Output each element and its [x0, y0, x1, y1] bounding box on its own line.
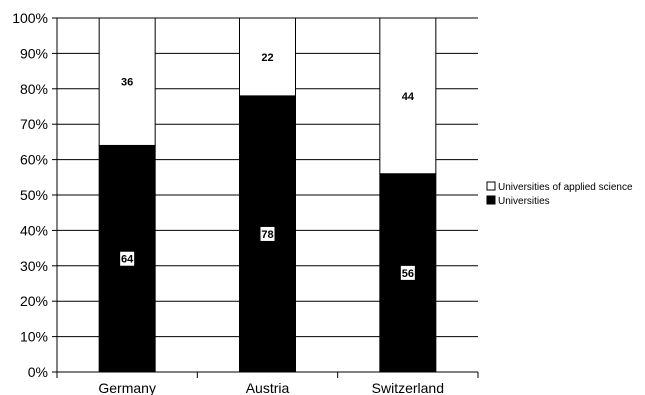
bar-segment — [239, 17, 296, 97]
y-tick-label: 30% — [20, 258, 48, 274]
data-labels: 64 36 78 22 56 44 — [120, 52, 415, 280]
x-tick-labels: Germany Austria Switzerland — [98, 380, 444, 395]
y-tick-label: 10% — [20, 329, 48, 345]
x-tick-label: Austria — [246, 380, 290, 395]
legend-entry: Universities of applied science — [498, 182, 633, 193]
data-label: 44 — [402, 91, 415, 103]
legend: Universities of applied science Universit… — [486, 181, 633, 207]
data-label: 78 — [261, 229, 273, 241]
data-label: 64 — [121, 254, 134, 266]
legend-swatch — [486, 181, 496, 191]
bar-segment — [98, 17, 156, 146]
y-tick-label: 100% — [12, 10, 48, 26]
legend-swatch — [486, 195, 496, 205]
axes — [52, 17, 479, 378]
x-tick-label: Switzerland — [372, 380, 444, 395]
data-label: 36 — [121, 77, 133, 89]
y-tick-labels: 0% 10% 20% 30% 40% 50% 60% 70% 80% 90% 100% — [12, 10, 48, 380]
y-tick-label: 20% — [20, 293, 48, 309]
data-label-bg — [260, 226, 275, 241]
x-tick-label: Germany — [98, 380, 156, 395]
y-tick-label: 80% — [20, 81, 48, 97]
data-label: 22 — [261, 52, 273, 64]
data-label-bg — [400, 265, 415, 280]
bar-segment — [379, 17, 437, 175]
y-tick-label: 40% — [20, 222, 48, 238]
data-label: 56 — [402, 268, 414, 280]
legend-entry: Universities — [498, 196, 550, 207]
y-tick-label: 90% — [20, 45, 48, 61]
y-tick-label: 60% — [20, 152, 48, 168]
data-label-bg — [120, 251, 135, 266]
y-tick-label: 0% — [28, 364, 48, 380]
y-tick-label: 50% — [20, 187, 48, 203]
bars — [98, 17, 437, 373]
y-tick-label: 70% — [20, 116, 48, 132]
